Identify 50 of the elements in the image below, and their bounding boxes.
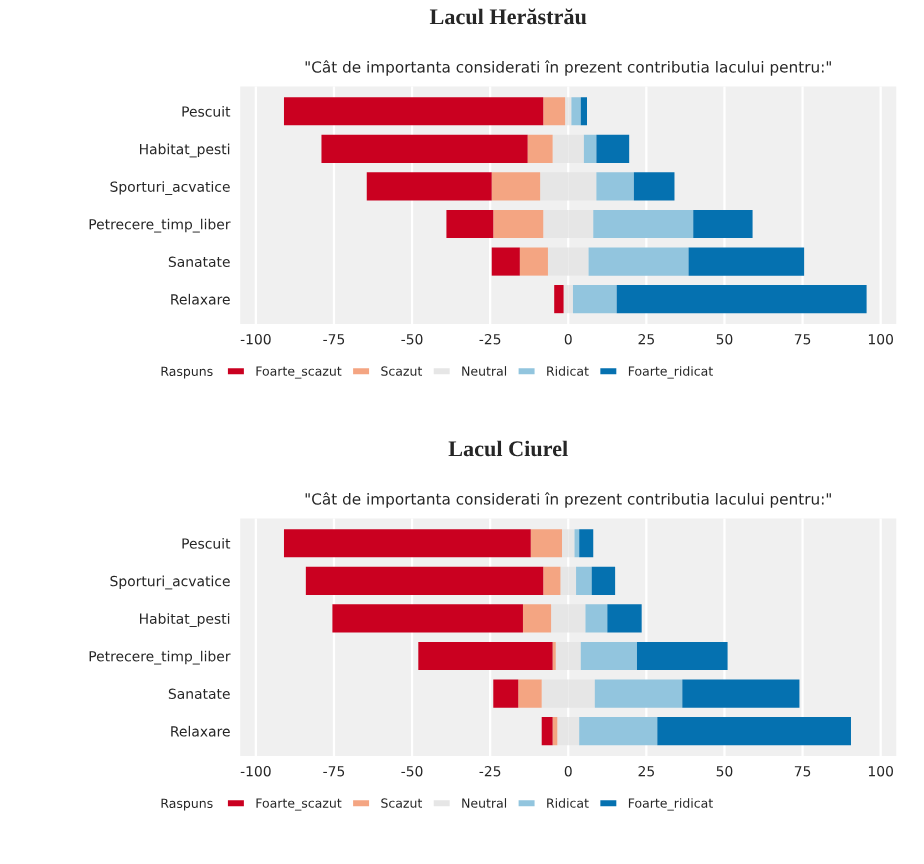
bar xyxy=(543,566,561,595)
bar xyxy=(588,247,689,276)
bar xyxy=(366,172,492,201)
bar xyxy=(283,97,544,126)
bar xyxy=(688,247,805,276)
bar xyxy=(332,604,523,633)
bar xyxy=(554,285,564,314)
bar xyxy=(594,679,683,708)
bar xyxy=(657,717,851,746)
bar xyxy=(596,172,634,201)
bar xyxy=(591,566,616,595)
bar xyxy=(522,604,552,633)
bar xyxy=(446,209,494,239)
bar xyxy=(491,247,520,276)
bar xyxy=(519,247,548,276)
bar xyxy=(305,566,544,595)
bar xyxy=(493,679,519,708)
bar xyxy=(541,717,553,746)
bar xyxy=(596,134,630,163)
bar xyxy=(568,566,577,595)
bar xyxy=(568,529,575,558)
bar xyxy=(283,529,531,558)
chart-title: Lacul Ciurel xyxy=(448,440,568,457)
bar xyxy=(543,97,566,126)
bar xyxy=(593,209,694,239)
bar xyxy=(585,604,608,633)
bar xyxy=(576,566,592,595)
bar xyxy=(321,134,528,163)
bar xyxy=(518,679,542,708)
bar xyxy=(580,641,637,671)
bar xyxy=(527,134,553,163)
bar xyxy=(583,134,597,163)
bar xyxy=(560,566,569,595)
bar xyxy=(530,529,563,558)
bar xyxy=(616,285,867,314)
bar xyxy=(636,641,728,671)
chart-title: Lacul Herăstrău xyxy=(429,8,587,25)
bar xyxy=(682,679,800,708)
bar xyxy=(579,717,658,746)
bar xyxy=(607,604,642,633)
bar xyxy=(418,641,553,671)
bar xyxy=(572,285,617,314)
bar xyxy=(633,172,675,201)
bar xyxy=(491,172,541,201)
bar xyxy=(493,209,544,239)
bar xyxy=(562,529,569,558)
bar xyxy=(571,97,581,126)
bar xyxy=(693,209,753,239)
bar xyxy=(579,529,594,558)
bar xyxy=(580,97,587,126)
